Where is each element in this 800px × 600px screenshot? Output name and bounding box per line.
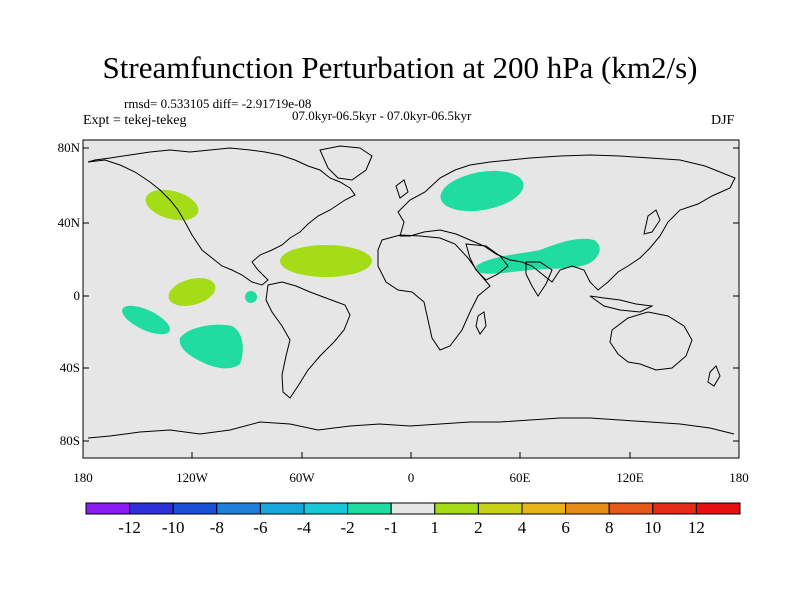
coast-arabia [465,243,509,281]
colorbar-label: 8 [604,518,614,537]
colorbar-label: 1 [430,518,440,537]
coast-africa [377,234,491,351]
colorbar-box [259,502,305,515]
colorbar-box [434,502,479,515]
colorbar-label: -1 [384,518,399,537]
lon-label-120e: 120E [616,470,644,485]
coast-south-america [265,281,351,399]
colorbar-box [129,502,174,515]
coast-uk [395,179,409,199]
lon-label-120w: 120W [176,470,208,485]
colorbar-label: -12 [118,518,141,537]
colorbar-label: 12 [687,518,705,537]
map-title: Streamfunction Perturbation at 200 hPa (… [102,50,698,85]
colorbar-label: -2 [340,518,355,537]
colorbar-box [652,502,697,515]
colorbar-label: -10 [161,518,185,537]
patch-south-pacific [179,324,243,369]
colorbar-box [695,502,741,515]
colorbar-box [608,502,654,515]
coast-north-america [87,147,356,286]
lon-label-180w: 180 [73,470,93,485]
colorbar-box [477,502,523,515]
stats-text: rmsd= 0.533105 diff= -2.91719e-08 [124,96,312,111]
lat-label-80n: 80N [57,140,80,155]
patch-europe [440,170,524,212]
colorbar [85,502,741,515]
lat-label-40s: 40S [59,360,80,375]
coastlines [87,145,736,439]
coast-eurasia [397,154,736,291]
colorbar-box [85,502,131,515]
colorbar-box [216,502,261,515]
patch-central-atlantic [280,245,372,277]
colorbar-label: 4 [517,518,527,537]
lat-label-80s: 80S [59,433,80,448]
period-text: 07.0kyr-06.5kyr - 07.0kyr-06.5kyr [292,108,472,123]
patch-east-pacific-north [168,277,216,307]
colorbar-box [565,502,610,515]
patch-east-pacific-south [122,305,170,335]
colorbar-label: 2 [474,518,483,537]
colorbar-label: 6 [561,518,570,537]
lon-label-180e: 180 [729,470,749,485]
coast-greenland [319,145,373,181]
coast-india [525,261,553,297]
colorbar-box [172,502,218,515]
colorbar-label: -4 [296,518,312,537]
patch-equator-small [245,291,257,303]
colorbar-label: 10 [644,518,662,537]
axis-ticks [83,147,739,458]
season-label: DJF [711,113,735,128]
coast-antarctica [87,417,735,439]
lat-label-40n: 40N [57,215,80,230]
coast-madagascar [475,311,487,335]
experiment-text: Expt = tekej-tekeg [83,113,187,128]
colorbar-box [390,502,436,515]
lon-label-60e: 60E [509,470,531,485]
colorbar-box [303,502,349,515]
anomaly-patches [122,170,600,369]
colorbar-label: -6 [253,518,268,537]
coast-indonesia [589,295,654,313]
lon-label-60w: 60W [289,470,315,485]
coast-new-zealand [707,365,721,387]
colorbar-box [347,502,392,515]
colorbar-label: -8 [209,518,224,537]
lon-label-0: 0 [407,470,415,485]
lat-label-0: 0 [73,288,81,303]
colorbar-box [521,502,567,515]
coast-australia [609,311,693,371]
patch-north-america [145,189,199,221]
coast-japan [643,209,661,235]
